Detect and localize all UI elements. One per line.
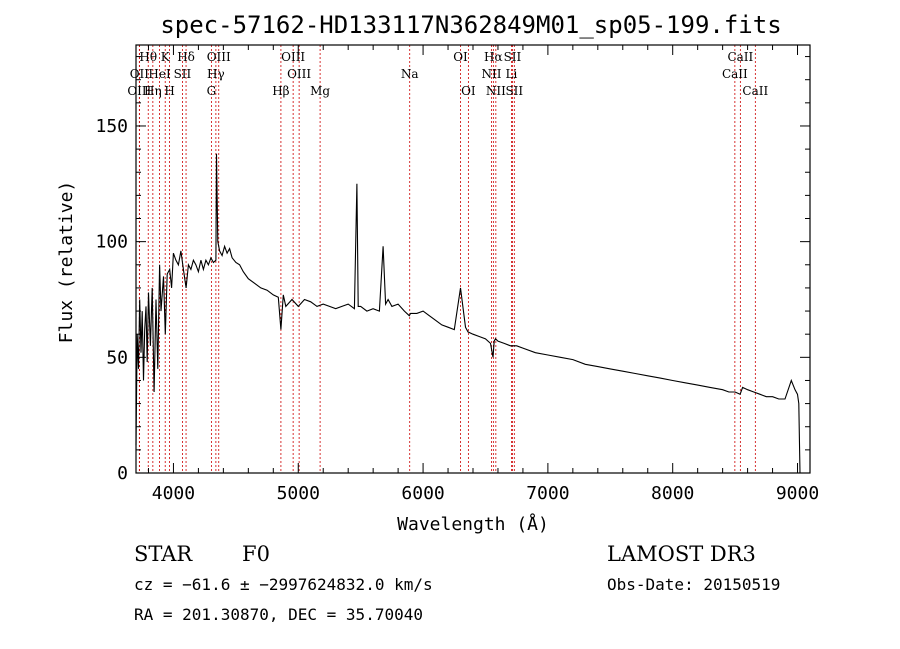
spectral-line-label: Hα (484, 50, 503, 64)
survey-name: LAMOST DR3 (607, 542, 756, 566)
y-axis-label: Flux (relative) (56, 181, 77, 344)
spectral-line-label: CaII (722, 67, 748, 81)
spectral-line-label: CaII (727, 50, 753, 64)
spectral-line-label: OI (461, 84, 476, 98)
y-tick-label: 100 (95, 232, 128, 253)
spectral-line-label: Hθ (139, 50, 157, 64)
spectral-line-label: OII (130, 67, 150, 81)
spectral-line-markers (138, 45, 756, 473)
spectral-line-label: CaII (742, 84, 768, 98)
spectral-line-label: SII (505, 84, 523, 98)
spectral-line-label: Hδ (177, 50, 195, 64)
coordinates: RA = 201.30870, DEC = 35.70040 (134, 605, 423, 624)
spectral-line-label: Hη (144, 84, 162, 98)
spectral-line-label: OIII (207, 50, 231, 64)
spectral-line-label: OIII (127, 84, 151, 98)
spectral-line-label: Hγ (207, 67, 225, 81)
spectrum-line (135, 153, 801, 474)
spectral-line-label: K (161, 50, 171, 64)
spectral-line-label: OIII (281, 50, 305, 64)
object-subclass: F0 (242, 542, 270, 566)
spectral-line-label: OI (453, 50, 468, 64)
spectral-line-label: Li (506, 67, 518, 81)
spectral-line-label: SII (174, 67, 192, 81)
x-tick-label: 6000 (401, 483, 444, 504)
y-tick-label: 150 (95, 116, 128, 137)
velocity-readout: cz = −61.6 ± −2997624832.0 km/s (134, 575, 433, 594)
axis-ticks: 4000 5000 6000 7000 8000 9000 0 50 100 150 (95, 45, 819, 504)
spectral-line-label: OIII (287, 67, 311, 81)
spectral-line-label: Na (401, 67, 419, 81)
y-tick-label: 50 (106, 347, 128, 368)
x-tick-label: 9000 (776, 483, 819, 504)
x-tick-label: 8000 (651, 483, 694, 504)
spectral-line-label: NII (486, 84, 506, 98)
object-class: STAR (134, 542, 193, 566)
obs-date: Obs-Date: 20150519 (607, 575, 780, 594)
y-tick-label: 0 (117, 463, 128, 484)
spectral-line-label: G (207, 84, 217, 98)
spectral-line-label: H (164, 84, 174, 98)
spectral-line-label: Hβ (272, 84, 289, 98)
plot-frame (135, 44, 811, 474)
spectral-line-label: SII (504, 50, 522, 64)
x-tick-label: 7000 (526, 483, 569, 504)
spectral-line-label: HeI (148, 67, 171, 81)
x-axis-label: Wavelength (Å) (397, 513, 549, 535)
x-tick-label: 5000 (277, 483, 320, 504)
spectral-line-label: Mg (310, 84, 330, 98)
chart-title: spec-57162-HD133117N362849M01_sp05-199.f… (160, 11, 781, 39)
spectral-line-label: NII (481, 67, 501, 81)
x-tick-label: 4000 (152, 483, 195, 504)
